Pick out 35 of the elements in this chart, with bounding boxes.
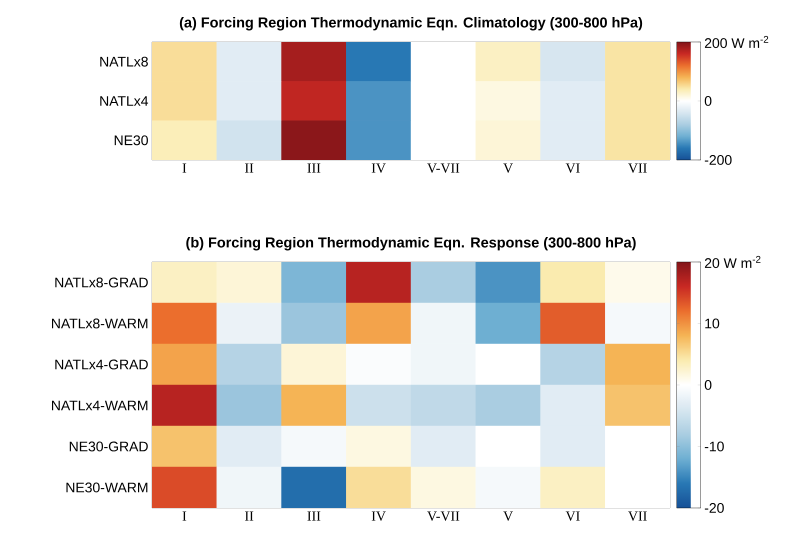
y-tick-label: NE30 <box>114 135 148 146</box>
y-tick-label: NATLx4-GRAD <box>55 360 148 370</box>
color-bar-label: -200 <box>704 155 732 165</box>
y-tick-label: NE30-GRAD <box>70 442 148 452</box>
x-tick-label: V <box>503 163 514 173</box>
x-tick-label: I <box>182 163 186 173</box>
chart-title: (b) Forcing Region Thermodynamic Eqn. Response (300-800 hPa) <box>186 236 636 250</box>
x-tick-label: VII <box>628 511 647 521</box>
y-tick-label: NE30-WARM <box>66 482 148 492</box>
x-tick-label: III <box>307 163 320 173</box>
x-tick-label: V-VII <box>427 511 460 521</box>
x-tick-label: VII <box>628 163 647 173</box>
y-tick-label: NATLx8-GRAD <box>55 278 148 288</box>
y-tick-label: NATLx8 <box>100 56 148 67</box>
color-bar-label: -10 <box>704 442 724 452</box>
color-bar-label: 20 W m$^{-2}$ <box>704 256 760 268</box>
y-tick-label: NATLx8-WARM <box>52 318 148 328</box>
color-bar-label: 200 W m$^{-2}$ <box>704 36 768 48</box>
x-tick-label: V <box>503 511 514 521</box>
x-tick-label: IV <box>372 511 386 521</box>
color-bar-label: -20 <box>704 503 724 513</box>
x-tick-label: I <box>182 511 186 521</box>
x-tick-label: VI <box>566 163 580 173</box>
x-tick-label: III <box>307 511 320 521</box>
y-tick-label: NATLx4-WARM <box>52 400 148 410</box>
x-tick-label: VI <box>566 511 580 521</box>
y-tick-label: NATLx4 <box>100 96 148 106</box>
color-bar-label: 0 <box>704 380 712 390</box>
color-bar-label: 10 <box>705 318 720 328</box>
x-tick-label: IV <box>372 163 386 173</box>
x-tick-label: V-VII <box>427 163 460 173</box>
color-bar-label: 0 <box>704 96 712 106</box>
chart-title: (a) Forcing Region Thermodynamic Eqn. Climatology (300-800 hPa) <box>180 16 642 30</box>
x-tick-label: II <box>244 511 254 521</box>
x-tick-label: II <box>244 163 254 173</box>
